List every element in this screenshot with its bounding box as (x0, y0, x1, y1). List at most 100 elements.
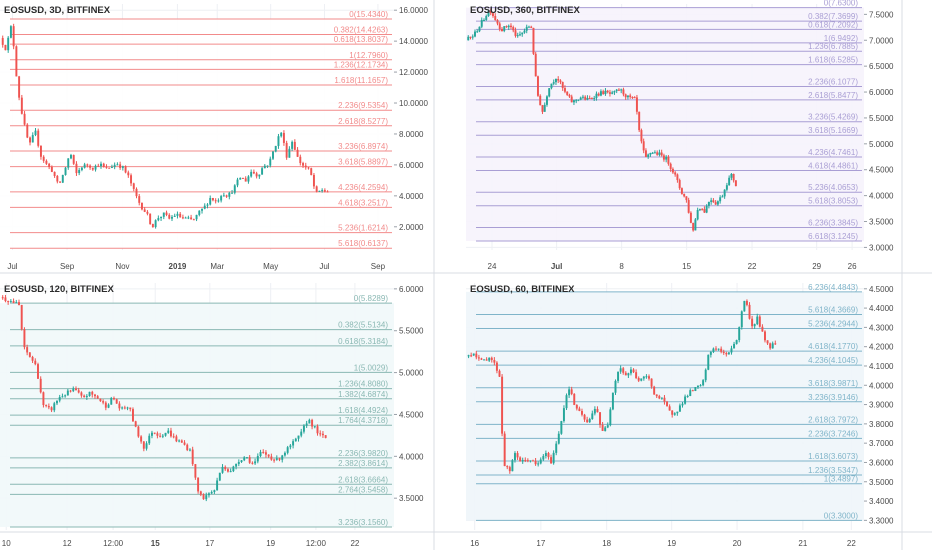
fib-level-label: 2.764(3.5458) (338, 485, 388, 494)
fib-level-label: 1.618(6.5285) (808, 56, 858, 65)
candle (534, 51, 537, 77)
fib-level-label: 5.618(3.8053) (808, 197, 858, 206)
candle (250, 169, 253, 178)
candle (323, 188, 326, 193)
candle (203, 203, 206, 210)
y-tick-label: 5.0000 (869, 140, 894, 149)
candle (225, 194, 228, 198)
y-tick-label: 3.5000 (869, 218, 894, 227)
candle (248, 455, 251, 464)
fib-level-label: 2.382(3.8614) (338, 459, 388, 468)
candle (732, 173, 735, 183)
candle (723, 189, 726, 199)
candle (704, 368, 707, 383)
candle (753, 323, 756, 329)
candle (743, 300, 746, 312)
candle (566, 91, 569, 96)
candle (649, 152, 652, 157)
candle (165, 210, 168, 217)
candle (487, 10, 490, 17)
candle (310, 167, 313, 176)
fib-level-label: 6.618(3.1245) (808, 232, 858, 241)
candle (467, 35, 470, 41)
candle (164, 432, 167, 437)
candle (722, 349, 725, 355)
candle (15, 299, 18, 304)
candle (31, 132, 34, 143)
candle (734, 180, 737, 187)
candle (143, 207, 146, 213)
candle (9, 25, 12, 39)
y-tick-label: 10.0000 (399, 99, 428, 108)
candle (735, 339, 738, 345)
candle (613, 90, 616, 95)
candle (714, 200, 717, 205)
y-axis: 3.0000 3.5000 4.0000 4.5000 5.0000 5.5000 6.00… (864, 10, 894, 252)
candle (526, 458, 529, 463)
fib-level-label: 1.618(3.6073) (808, 452, 858, 461)
candle (647, 153, 650, 159)
candle (593, 406, 596, 416)
candle (194, 464, 197, 480)
candle (629, 93, 632, 99)
fib-level-label: 4.618(3.2517) (338, 198, 388, 207)
candle (222, 192, 225, 197)
y-tick-label: 4.4000 (869, 304, 894, 313)
fib-level-label: 4.236(4.2594) (338, 183, 388, 192)
candle (266, 165, 269, 168)
candle (37, 362, 39, 379)
candle (629, 366, 632, 376)
candle (229, 468, 232, 473)
fib-level-label: 3.618(5.8897) (338, 158, 388, 167)
candle (159, 432, 162, 438)
candle (525, 24, 528, 34)
candle (224, 465, 227, 471)
candle (64, 394, 67, 398)
candle (210, 490, 213, 495)
candle (505, 25, 508, 28)
candle (150, 430, 153, 439)
x-tick-label: Jul (319, 262, 329, 271)
candle (53, 401, 56, 413)
candle (119, 161, 122, 170)
fib-level-label: 1.236(12.1734) (334, 60, 389, 69)
candle (573, 393, 576, 406)
candle (665, 155, 668, 163)
candle (503, 26, 506, 33)
candle (201, 208, 203, 214)
candle (274, 145, 277, 153)
candle (474, 29, 476, 38)
candle (595, 91, 598, 101)
y-tick-label: 4.2000 (869, 343, 894, 352)
candle (37, 128, 40, 148)
fib-level-label: 4.618(4.4861) (808, 161, 858, 170)
candle (678, 178, 681, 190)
y-tick-label: 7.0000 (869, 36, 894, 45)
candle (171, 215, 173, 222)
candle (283, 451, 286, 457)
candle (129, 407, 132, 412)
candle (480, 17, 483, 29)
candle (575, 99, 578, 104)
candle (15, 45, 18, 77)
candle (70, 153, 72, 160)
fib-level-label: 6.236(3.3845) (808, 218, 858, 227)
fib-level-label: 1.618(11.1657) (334, 76, 388, 85)
candle (696, 207, 699, 221)
candle (580, 408, 583, 417)
candle (483, 359, 486, 361)
candle (624, 93, 627, 100)
candles (467, 299, 777, 474)
x-tick-label: 20 (733, 539, 742, 548)
y-tick-label: 3.9000 (869, 401, 894, 410)
candle (34, 358, 37, 366)
candle (703, 206, 706, 213)
x-tick-label: 12:00 (103, 539, 124, 548)
fib-level-label: 2.236(3.9820) (338, 449, 388, 458)
candle (237, 459, 240, 467)
fib-level-label: 2.618(3.6664) (338, 475, 388, 484)
y-axis: 3.5000 4.0000 4.5000 5.0000 5.5000 6.0000 (394, 285, 424, 503)
candle (490, 356, 493, 363)
candle (137, 425, 140, 438)
candle (624, 371, 627, 376)
